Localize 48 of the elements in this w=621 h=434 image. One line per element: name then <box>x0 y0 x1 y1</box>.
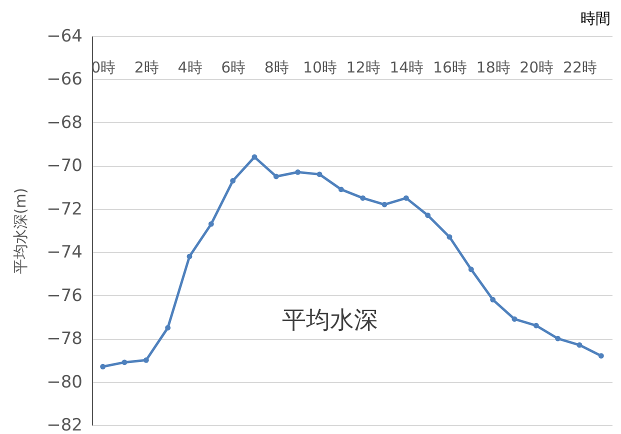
y-tick-label: −72 <box>46 199 82 220</box>
y-tick-label: −82 <box>46 416 82 434</box>
y-tick-label: −74 <box>46 242 82 263</box>
point <box>360 195 366 201</box>
x-tick-label: 22時 <box>562 58 598 76</box>
x-tick-label: 12時 <box>346 58 380 76</box>
x-tick-label: 4時 <box>178 58 202 76</box>
y-tick-label: −78 <box>46 329 82 350</box>
y-tick-label: −80 <box>46 372 82 392</box>
x-tick-label: 20時 <box>520 58 554 76</box>
x-tick-label: 14時 <box>390 58 424 76</box>
point <box>533 322 539 328</box>
text: 平均水深 <box>282 306 378 334</box>
point <box>338 186 344 192</box>
point <box>165 325 171 330</box>
point <box>208 221 214 227</box>
point <box>555 336 561 342</box>
point <box>100 364 106 370</box>
point <box>230 178 236 184</box>
x-tick-label: 10時 <box>302 58 338 76</box>
point <box>468 266 474 272</box>
point <box>122 360 128 366</box>
point <box>490 296 496 302</box>
point <box>576 342 582 348</box>
point <box>295 169 301 175</box>
y-tick-label: −66 <box>46 70 82 90</box>
point <box>446 234 452 240</box>
x-tick-label: 6時 <box>221 58 246 76</box>
x-tick-label: 18時 <box>476 58 510 76</box>
point <box>273 174 279 180</box>
x-tick-label: 16時 <box>432 58 468 76</box>
y-tick-label: −70 <box>46 156 82 176</box>
point <box>186 254 192 260</box>
point <box>382 202 388 208</box>
point <box>143 357 149 363</box>
point <box>598 353 604 359</box>
point <box>425 212 431 218</box>
point <box>512 316 518 322</box>
point <box>403 195 409 201</box>
x-tick-label: 8時 <box>264 58 289 76</box>
point <box>316 172 322 178</box>
point <box>252 154 258 160</box>
x-axis-title: 時間 <box>580 10 610 28</box>
y-tick-label: −76 <box>46 286 82 306</box>
y-tick-label: −64 <box>46 26 82 46</box>
y-axis-title: 平均水深(m) <box>12 188 30 274</box>
x-tick-label: 2時 <box>134 58 159 76</box>
y-tick-label: −68 <box>46 112 82 133</box>
